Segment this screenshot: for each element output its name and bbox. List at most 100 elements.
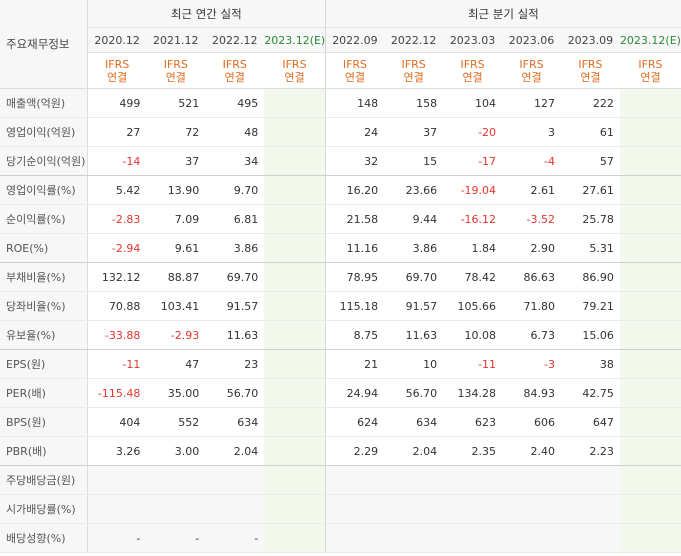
quarter-value-cell: [443, 494, 503, 524]
quarter-value-cell: 24: [324, 117, 385, 147]
annual-value-cell: 132.12: [87, 262, 147, 292]
quarter-value-cell: 78.95: [324, 262, 385, 292]
quarter-value-cell: [619, 291, 681, 321]
table-row: 영업이익(억원) 27 72 48 24 37 -20 3 61: [0, 117, 681, 147]
table-row: PER(배) -115.48 35.00 56.70 24.94 56.70 134.28 8…: [0, 378, 681, 408]
row-label: 시가배당률(%): [0, 494, 88, 524]
quarter-value-cell: 78.42: [443, 262, 503, 292]
quarter-value-cell: -3: [502, 349, 561, 379]
row-label: 매출액(억원): [0, 88, 88, 118]
quarter-value-cell: 634: [384, 407, 444, 437]
annual-value-cell: [205, 494, 265, 524]
ifrs-label: IFRS: [282, 57, 307, 71]
quarter-value-cell: [619, 465, 681, 495]
quarter-value-cell: -16.12: [443, 204, 503, 234]
quarter-value-cell: [619, 349, 681, 379]
annual-value-cell: [146, 494, 206, 524]
annual-value-cell: -33.88: [87, 320, 147, 350]
table-row: EPS(원) -11 47 23 21 10 -11 -3 38: [0, 349, 681, 379]
table-row: 매출액(억원) 499 521 495 148 158 104 127 222: [0, 88, 681, 118]
annual-value-cell: [264, 175, 326, 205]
annual-value-cell: 70.88: [87, 291, 147, 321]
quarter-value-cell: [384, 465, 444, 495]
annual-value-cell: [87, 494, 147, 524]
annual-value-cell: 3.26: [87, 436, 147, 466]
table-row: 부채비율(%) 132.12 88.87 69.70 78.95 69.70 78.42 86…: [0, 262, 681, 292]
row-label: 부채비율(%): [0, 262, 88, 292]
annual-value-cell: 3.86: [205, 233, 265, 263]
consolidated-label: 연결: [521, 70, 542, 84]
annual-value-cell: [87, 465, 147, 495]
annual-section-title: 최근 연간 실적: [87, 0, 326, 28]
annual-value-cell: 69.70: [205, 262, 265, 292]
consolidated-label: 연결: [106, 70, 128, 84]
quarter-value-cell: [384, 494, 444, 524]
annual-value-cell: [264, 291, 326, 321]
row-label: 순이익률(%): [0, 204, 88, 234]
annual-value-cell: [264, 523, 326, 553]
quarter-value-cell: -3.52: [502, 204, 561, 234]
quarter-value-cell: [502, 523, 561, 553]
ifrs-label: IFRS: [163, 57, 188, 71]
accounting-standard-cell: IFRS 연결: [619, 52, 681, 89]
annual-value-cell: 103.41: [146, 291, 206, 321]
quarter-value-cell: 11.63: [384, 320, 444, 350]
annual-value-cell: 634: [205, 407, 265, 437]
ifrs-label: IFRS: [401, 57, 426, 71]
annual-value-cell: [264, 233, 326, 263]
annual-period-header: 2022.12: [205, 27, 265, 53]
accounting-standard-cell: IFRS 연결: [87, 52, 147, 89]
row-label: BPS(원): [0, 407, 88, 437]
quarter-period-header: 2023.09: [560, 27, 620, 53]
quarter-value-cell: [619, 146, 681, 176]
quarter-value-cell: [619, 117, 681, 147]
quarter-value-cell: 15: [384, 146, 444, 176]
annual-value-cell: -: [205, 523, 265, 553]
annual-value-cell: -2.94: [87, 233, 147, 263]
consolidated-label: 연결: [284, 70, 305, 84]
row-label: PBR(배): [0, 436, 88, 466]
annual-value-cell: [264, 262, 326, 292]
row-header-label: 주요재무정보: [0, 0, 88, 89]
consolidated-label: 연결: [640, 70, 661, 84]
quarter-value-cell: [560, 523, 620, 553]
annual-value-cell: 11.63: [205, 320, 265, 350]
ifrs-label: IFRS: [519, 57, 544, 71]
ifrs-label: IFRS: [460, 57, 485, 71]
quarter-value-cell: -11: [443, 349, 503, 379]
quarter-value-cell: 1.84: [443, 233, 503, 263]
annual-value-cell: 499: [87, 88, 147, 118]
annual-value-cell: [264, 204, 326, 234]
quarter-value-cell: 23.66: [384, 175, 444, 205]
quarter-value-cell: 2.35: [443, 436, 503, 466]
quarter-period-header: 2023.06: [502, 27, 561, 53]
quarter-value-cell: 115.18: [324, 291, 385, 321]
row-label: 주당배당금(원): [0, 465, 88, 495]
table-row: 당좌비율(%) 70.88 103.41 91.57 115.18 91.57 105.66…: [0, 291, 681, 321]
quarter-value-cell: 24.94: [324, 378, 385, 408]
annual-value-cell: 47: [146, 349, 206, 379]
row-label: 영업이익률(%): [0, 175, 88, 205]
annual-value-cell: -115.48: [87, 378, 147, 408]
quarter-value-cell: 16.20: [324, 175, 385, 205]
quarter-value-cell: 2.29: [324, 436, 385, 466]
annual-value-cell: 6.81: [205, 204, 265, 234]
quarter-value-cell: [619, 523, 681, 553]
quarter-value-cell: 623: [443, 407, 503, 437]
annual-value-cell: 495: [205, 88, 265, 118]
quarter-value-cell: 5.31: [560, 233, 620, 263]
quarter-value-cell: 79.21: [560, 291, 620, 321]
quarter-value-cell: -4: [502, 146, 561, 176]
quarter-value-cell: 134.28: [443, 378, 503, 408]
quarter-value-cell: [384, 523, 444, 553]
annual-value-cell: [264, 349, 326, 379]
consolidated-label: 연결: [462, 70, 483, 84]
annual-value-cell: [264, 146, 326, 176]
quarter-value-cell: 2.90: [502, 233, 561, 263]
annual-value-cell: -2.83: [87, 204, 147, 234]
annual-value-cell: 48: [205, 117, 265, 147]
quarter-value-cell: [443, 465, 503, 495]
quarter-value-cell: [502, 494, 561, 524]
quarter-value-cell: 8.75: [324, 320, 385, 350]
